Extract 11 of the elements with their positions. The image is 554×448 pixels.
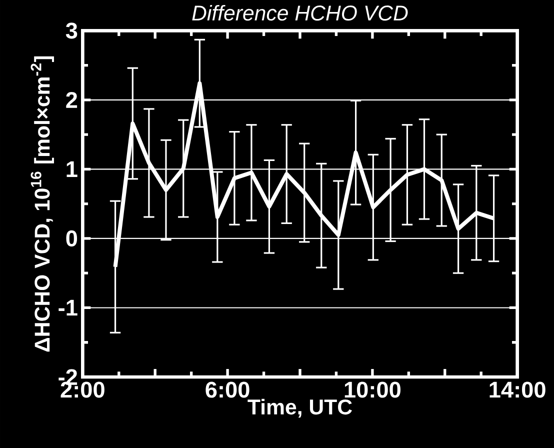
x-tick-label: 10:00 xyxy=(344,382,400,398)
y-tick-label: 2 xyxy=(66,92,78,108)
y-tick-label: 1 xyxy=(66,161,78,177)
chart-title: Difference HCHO VCD xyxy=(192,4,408,21)
x-tick-label: 14:00 xyxy=(490,382,546,398)
x-axis-title: Time, UTC xyxy=(248,398,352,418)
y-axis-title: ΔHCHO VCD, 10$^{16}$ [mol×cm$^{-2}$] xyxy=(30,56,54,352)
y-tick-label: 3 xyxy=(66,22,78,39)
x-tick-label: 6:00 xyxy=(206,382,250,398)
y-tick-label: 0 xyxy=(66,230,78,246)
y-tick-label: -1 xyxy=(58,300,78,316)
